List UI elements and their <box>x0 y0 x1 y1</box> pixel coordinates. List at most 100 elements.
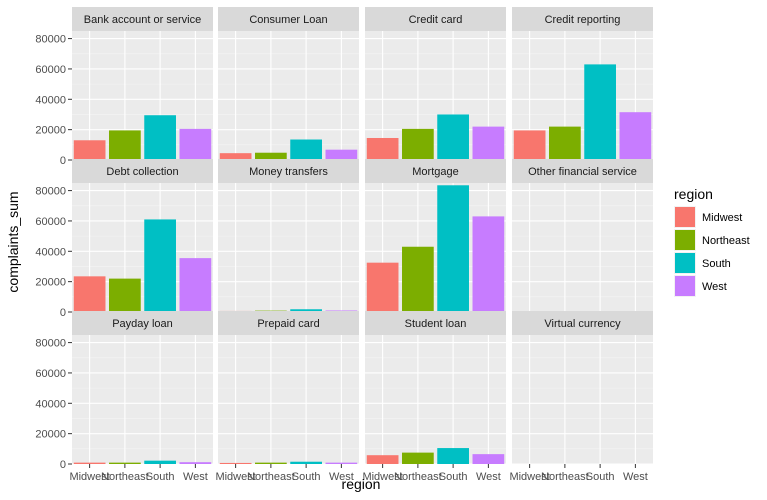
facet-strip <box>512 311 653 335</box>
y-tick-label: 20000 <box>35 429 66 441</box>
bar-midwest <box>219 153 252 160</box>
bar-west <box>325 149 358 160</box>
y-tick-label: 80000 <box>35 338 66 350</box>
facet-panel: Prepaid card <box>218 311 359 465</box>
y-tick-label: 20000 <box>35 277 66 289</box>
bar-midwest <box>73 276 106 312</box>
facet-panel: Payday loan <box>72 311 213 465</box>
legend-label: Midwest <box>702 212 742 224</box>
x-tick-label: Northeast <box>101 471 149 483</box>
facet-title: Bank account or service <box>84 14 201 26</box>
facet-panel: Money transfers <box>218 159 359 313</box>
y-tick-label: 80000 <box>35 186 66 198</box>
y-tick-label: 60000 <box>35 216 66 228</box>
bar-west <box>472 454 505 464</box>
y-axis-title: complaints_sum <box>5 191 21 292</box>
facet-strip <box>218 311 359 335</box>
facet-panel: Credit card <box>365 7 506 161</box>
bar-midwest <box>366 262 399 312</box>
x-tick-label: Midwest <box>215 471 255 483</box>
y-tick-label: 20000 <box>35 125 66 137</box>
bar-midwest <box>366 137 399 160</box>
facet-strip <box>218 7 359 31</box>
y-tick-label: 40000 <box>35 398 66 410</box>
facet-panel: Student loan <box>365 311 506 465</box>
y-tick-label: 60000 <box>35 368 66 380</box>
bar-west <box>179 462 212 464</box>
facet-title: Credit reporting <box>545 14 621 26</box>
x-tick-label: West <box>623 471 648 483</box>
facet-panel: Credit reporting <box>512 7 653 161</box>
facet-strip <box>512 159 653 183</box>
y-tick-label: 0 <box>60 155 66 167</box>
x-tick-label: Midwest <box>509 471 549 483</box>
facet-title: Prepaid card <box>257 318 319 330</box>
bar-south <box>144 460 176 464</box>
legend-swatch-northeast <box>675 230 695 250</box>
facet-panel: Debt collection <box>72 159 213 313</box>
bar-northeast <box>402 128 434 160</box>
bar-west <box>619 112 652 160</box>
bar-south <box>584 64 616 160</box>
facet-strip <box>218 159 359 183</box>
legend-swatch-midwest <box>675 207 695 227</box>
bar-west <box>472 216 505 312</box>
bar-south <box>437 114 469 160</box>
facet-strip <box>365 311 506 335</box>
legend: region Midwest Northeast South West <box>674 186 750 297</box>
facet-title: Credit card <box>409 14 463 26</box>
x-tick-label: South <box>439 471 468 483</box>
bar-northeast <box>402 246 434 312</box>
bar-south <box>290 309 322 312</box>
y-tick-label: 40000 <box>35 94 66 106</box>
panels-layer: Bank account or service Consumer Loan Cred… <box>72 7 653 465</box>
x-tick-label: West <box>329 471 354 483</box>
bar-west <box>179 128 212 160</box>
facet-title: Money transfers <box>249 166 328 178</box>
bar-south <box>290 139 322 160</box>
axes-layer: 0 20000 40000 60000 80000 0 20000 40000 60000 800… <box>35 34 647 483</box>
panel-background <box>218 31 359 160</box>
bar-west <box>325 462 358 464</box>
panel-background <box>218 335 359 464</box>
legend-swatch-west <box>675 276 695 296</box>
bar-west <box>472 126 505 160</box>
bar-west <box>179 258 212 312</box>
bar-south <box>437 448 469 464</box>
x-tick-label: West <box>476 471 501 483</box>
x-tick-label: Midwest <box>362 471 402 483</box>
panel-background <box>365 335 506 464</box>
bar-midwest <box>219 462 252 464</box>
bar-northeast <box>549 126 581 160</box>
bar-midwest <box>73 140 106 160</box>
x-tick-label: Midwest <box>69 471 109 483</box>
bar-northeast <box>255 152 287 160</box>
bar-northeast <box>255 462 287 464</box>
facet-strip <box>365 7 506 31</box>
x-tick-label: Northeast <box>541 471 589 483</box>
legend-label: South <box>702 258 731 270</box>
facet-panel: Bank account or service <box>72 7 213 161</box>
legend-title: region <box>674 186 713 202</box>
panel-background <box>72 335 213 464</box>
bar-south <box>290 461 322 464</box>
y-tick-label: 80000 <box>35 34 66 46</box>
bar-northeast <box>402 452 434 464</box>
bar-midwest <box>73 462 106 464</box>
facet-title: Payday loan <box>112 318 173 330</box>
facet-strip <box>365 159 506 183</box>
x-axis-title: region <box>342 476 381 492</box>
x-tick-label: West <box>183 471 208 483</box>
panel-background <box>218 183 359 312</box>
legend-swatch-south <box>675 253 695 273</box>
bar-south <box>144 219 176 312</box>
panel-background <box>512 183 653 312</box>
y-tick-label: 60000 <box>35 64 66 76</box>
facet-strip <box>72 7 213 31</box>
facet-strip <box>72 159 213 183</box>
bar-midwest <box>366 455 399 464</box>
x-tick-label: South <box>146 471 175 483</box>
facet-title: Other financial service <box>528 166 637 178</box>
bar-south <box>437 185 469 312</box>
